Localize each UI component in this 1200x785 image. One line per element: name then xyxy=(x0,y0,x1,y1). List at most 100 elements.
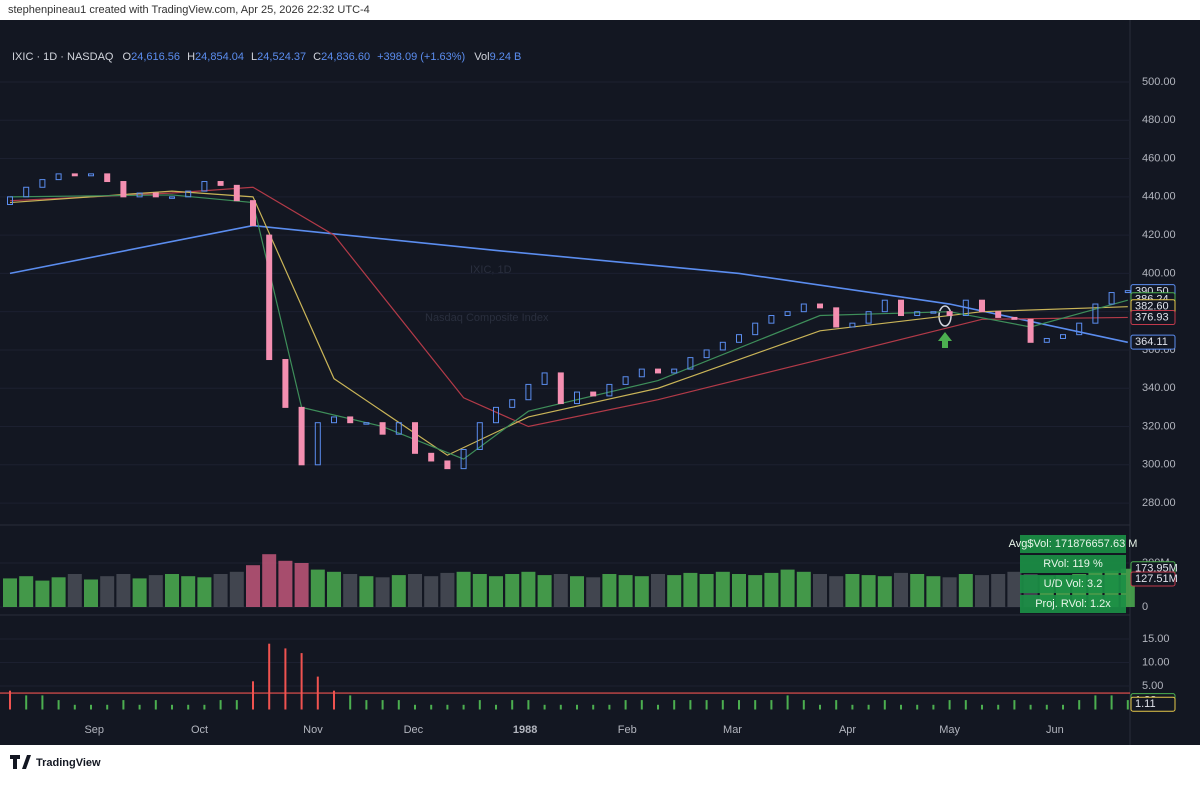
candle xyxy=(736,334,742,343)
volume-bar xyxy=(424,576,439,607)
volume-bar xyxy=(343,574,358,607)
candle xyxy=(946,311,953,317)
indicator-bar xyxy=(1126,700,1129,710)
indicator-bar xyxy=(430,704,433,710)
volume-bar xyxy=(586,577,601,607)
indicator-bar xyxy=(786,695,789,710)
candle xyxy=(784,311,791,317)
indicator-bar xyxy=(819,704,821,710)
candle xyxy=(979,299,985,313)
h-label: H xyxy=(187,51,195,63)
candle xyxy=(525,383,532,401)
volume-bar xyxy=(715,571,730,607)
indicator-bar xyxy=(576,704,578,710)
volume-bar xyxy=(246,565,260,607)
y-tick-label: 10.00 xyxy=(1142,656,1170,668)
indicator-bar xyxy=(106,704,109,710)
candle xyxy=(282,359,289,408)
volume-bar xyxy=(602,574,617,607)
candle xyxy=(606,383,613,397)
candle xyxy=(1076,322,1083,336)
indicator-bar xyxy=(883,700,886,710)
y-tick-label: 0 xyxy=(1142,601,1148,613)
volume-bar xyxy=(910,574,925,607)
price-tag-label: 364.11 xyxy=(1135,336,1168,348)
stats-cell xyxy=(1020,555,1126,573)
candle xyxy=(817,303,823,309)
candle xyxy=(881,299,888,313)
candle xyxy=(250,200,256,227)
indicator-bar xyxy=(1062,704,1064,710)
time-label: 1988 xyxy=(513,724,537,736)
indicator-bar xyxy=(543,704,546,710)
candle xyxy=(120,181,127,198)
indicator-bar xyxy=(1045,704,1048,710)
indicator-bar xyxy=(900,704,902,710)
candle xyxy=(671,368,678,374)
y-tick-label: 15.00 xyxy=(1142,633,1170,645)
low: 24,524.37 xyxy=(257,51,306,63)
volume-bar xyxy=(375,577,390,607)
indicator-bar xyxy=(365,700,368,710)
price-tag-label: 376.93 xyxy=(1135,311,1169,323)
indicator-bar xyxy=(689,700,692,710)
indicator-bar xyxy=(154,700,157,710)
price-tag xyxy=(1130,571,1176,587)
indicator-bar xyxy=(802,700,805,710)
volume-bar xyxy=(116,574,131,607)
legend-line: IXIC · 1D · NASDAQ O24,616.56 H24,854.04… xyxy=(12,51,521,63)
candle xyxy=(347,416,354,424)
indicator-bar xyxy=(300,653,303,710)
candle xyxy=(88,173,94,177)
volume-bar xyxy=(537,575,552,607)
up-arrow xyxy=(938,332,952,348)
time-label: Feb xyxy=(618,724,637,736)
candle xyxy=(363,422,370,425)
volume-bar xyxy=(84,579,98,607)
volume-bar xyxy=(132,578,147,607)
candle xyxy=(379,422,386,435)
candle xyxy=(752,322,759,336)
logo-icon xyxy=(10,755,31,769)
time-label: Oct xyxy=(191,724,208,736)
indicator-bar xyxy=(284,648,287,710)
volume-bar xyxy=(894,572,908,607)
time-label: Mar xyxy=(723,724,742,736)
volume-bar xyxy=(294,563,309,607)
moving-average xyxy=(9,190,1128,456)
stats-text: RVol: 119 % xyxy=(1043,558,1103,570)
candle xyxy=(1060,334,1066,339)
volume-bar xyxy=(489,576,503,607)
volume-bar xyxy=(958,574,973,607)
volume-bar xyxy=(667,575,682,607)
volume-bar xyxy=(165,574,179,607)
volume-bar xyxy=(51,577,66,607)
volume-bar xyxy=(3,578,17,607)
y-tick-label: 340.00 xyxy=(1142,382,1176,394)
candle xyxy=(898,299,904,317)
candle xyxy=(104,173,111,183)
candle xyxy=(152,192,159,198)
volume-bar xyxy=(553,574,568,607)
volume-bar xyxy=(683,572,698,607)
volume-bar xyxy=(472,574,487,607)
close: 24,836.60 xyxy=(321,51,370,63)
indicator-bar xyxy=(446,704,449,710)
volume-bar xyxy=(213,574,228,607)
indicator-bar xyxy=(1094,695,1097,710)
indicator-bar xyxy=(867,704,870,710)
volume-bar xyxy=(1007,571,1022,607)
candle xyxy=(557,372,564,405)
indicator-bar xyxy=(932,704,935,710)
candle xyxy=(1124,290,1131,294)
volume-bar xyxy=(67,574,82,607)
price-tag xyxy=(1130,334,1176,350)
candle xyxy=(493,406,499,424)
stats-text: U/D Vol: 3.2 xyxy=(1044,578,1103,590)
candle xyxy=(169,196,175,199)
indicator-bar xyxy=(349,695,352,710)
indicator-bar xyxy=(559,704,562,710)
indicator-bar xyxy=(219,700,222,710)
moving-average xyxy=(9,186,1128,428)
